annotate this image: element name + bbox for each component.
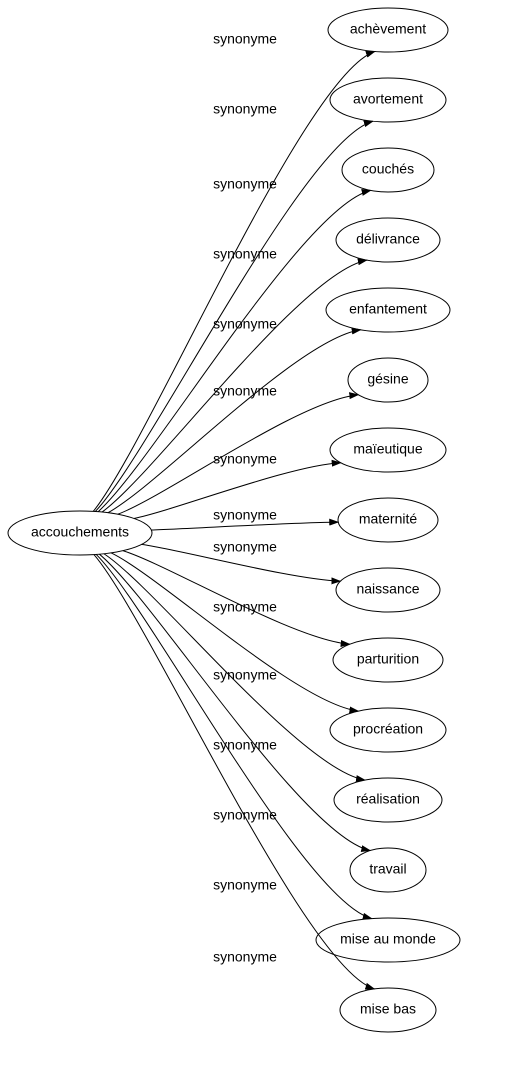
edge-enfantement xyxy=(108,330,361,513)
edge-label-maternite: synonyme xyxy=(213,507,277,523)
edge-parturition xyxy=(123,551,350,645)
edge-labels: synonyme synonyme synonyme synonyme synonyme… xyxy=(213,31,277,965)
node-label-gesine: gésine xyxy=(367,371,408,387)
edge-label-enfantement: synonyme xyxy=(213,316,277,332)
edge-label-gesine: synonyme xyxy=(213,383,277,399)
node-label-realisation: réalisation xyxy=(356,791,420,807)
edge-label-maieutique: synonyme xyxy=(213,451,277,467)
node-label-achevement: achèvement xyxy=(350,21,426,37)
node-label-couches: couchés xyxy=(362,161,414,177)
node-label-procreation: procréation xyxy=(353,721,423,737)
synonym-graph: accouchements achèvement avortement couchés… xyxy=(0,0,507,1067)
edge-label-travail: synonyme xyxy=(213,807,277,823)
node-source-label: accouchements xyxy=(31,524,129,540)
edge-misebas xyxy=(94,555,374,989)
node-label-delivrance: délivrance xyxy=(356,231,420,247)
edge-label-parturition: synonyme xyxy=(213,599,277,615)
edge-label-miseaumonde: synonyme xyxy=(213,877,277,893)
edge-achevement xyxy=(93,51,375,511)
node-label-naissance: naissance xyxy=(356,581,419,597)
edge-maternite xyxy=(151,522,338,530)
node-label-avortement: avortement xyxy=(353,91,423,107)
node-label-miseaumonde: mise au monde xyxy=(340,931,436,947)
edge-label-procreation: synonyme xyxy=(213,667,277,683)
edge-label-realisation: synonyme xyxy=(213,737,277,753)
edge-label-achevement: synonyme xyxy=(213,31,277,47)
edge-procreation xyxy=(111,553,358,711)
node-label-maternite: maternité xyxy=(359,511,418,527)
node-label-enfantement: enfantement xyxy=(349,301,427,317)
edge-label-couches: synonyme xyxy=(213,176,277,192)
node-label-misebas: mise bas xyxy=(360,1001,416,1017)
edge-label-delivrance: synonyme xyxy=(213,246,277,262)
node-label-travail: travail xyxy=(369,861,406,877)
edge-label-misebas: synonyme xyxy=(213,949,277,965)
node-label-maieutique: maïeutique xyxy=(353,441,422,457)
edge-label-naissance: synonyme xyxy=(213,539,277,555)
edge-label-avortement: synonyme xyxy=(213,101,277,117)
node-label-parturition: parturition xyxy=(357,651,419,667)
